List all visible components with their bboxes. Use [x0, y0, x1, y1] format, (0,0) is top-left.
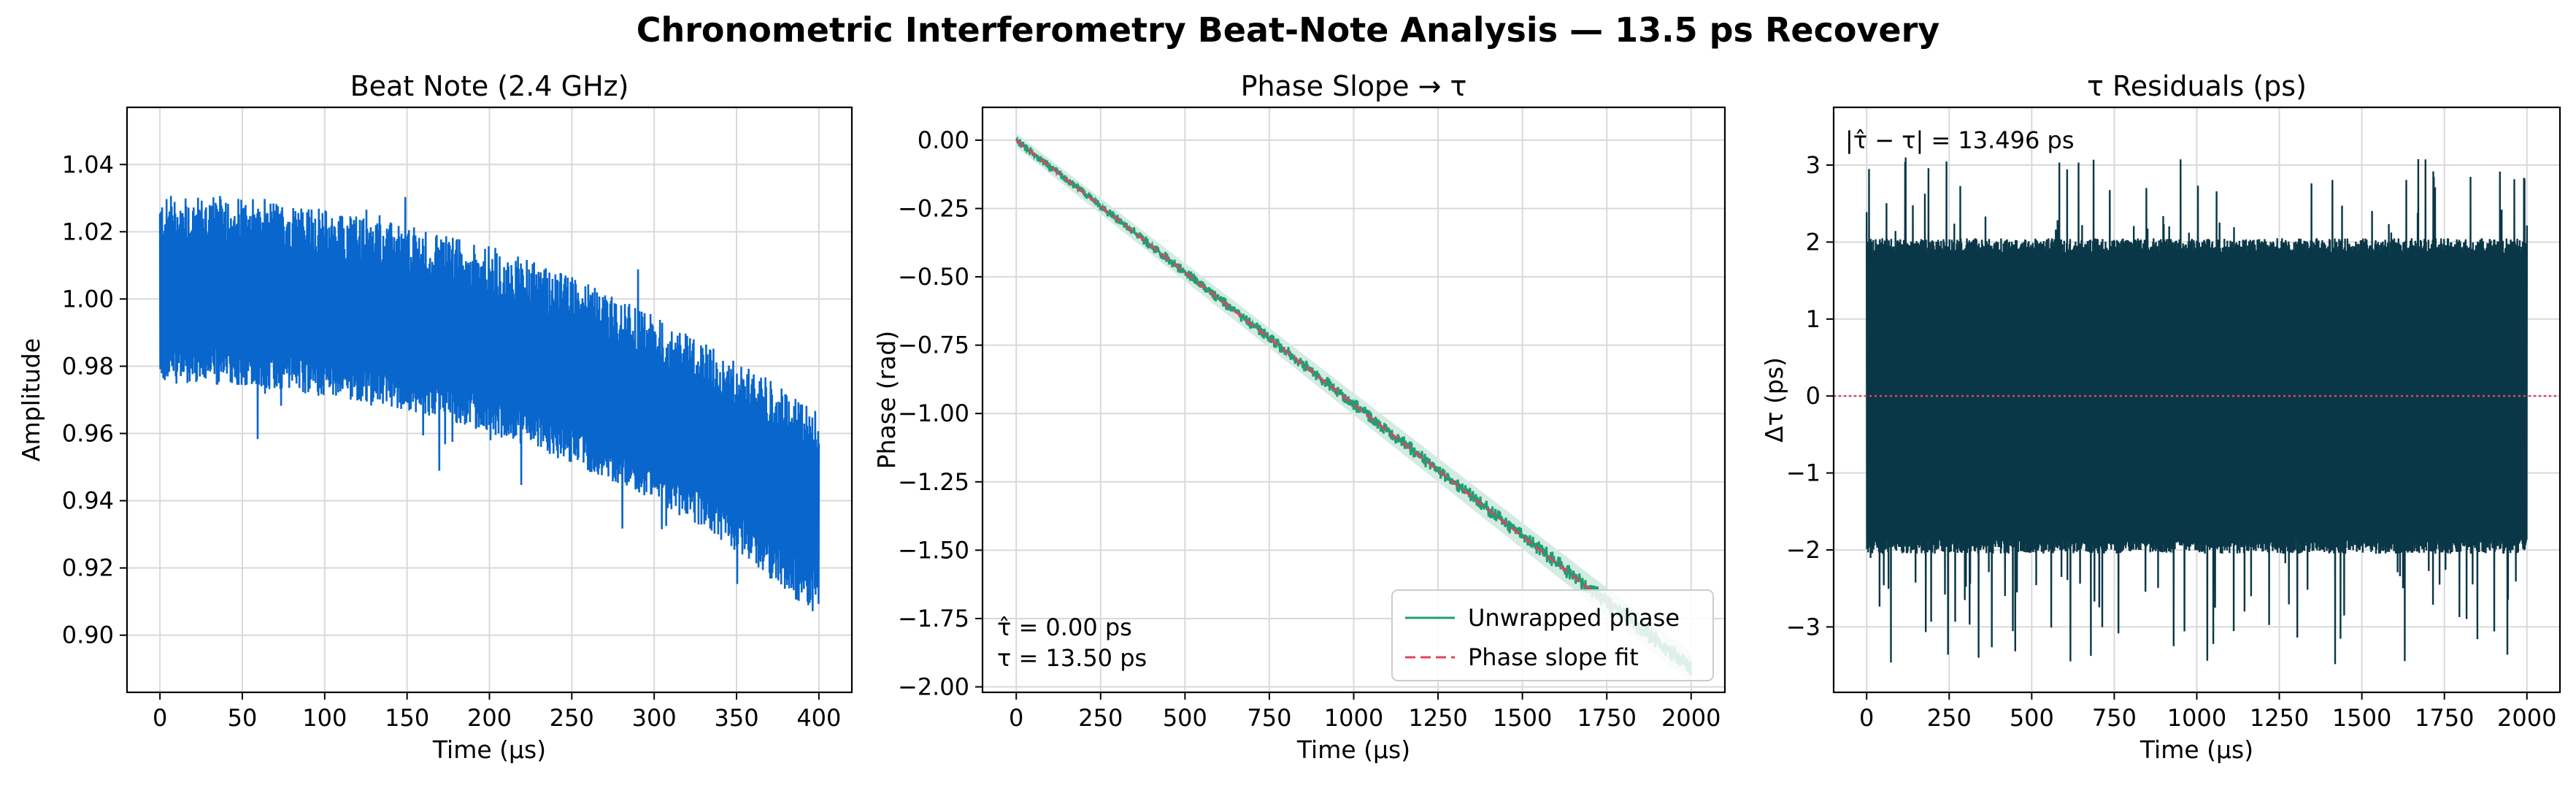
y-tick-label: 1.02 [62, 218, 114, 245]
x-tick-label: 750 [1247, 704, 1291, 732]
x-tick-label: 100 [302, 704, 347, 732]
y-tick-label: 1.00 [62, 285, 114, 313]
y-tick-label: 0.00 [918, 126, 969, 154]
x-tick-label: 250 [1927, 704, 1972, 732]
y-tick-label: −1.00 [898, 399, 969, 427]
panel-title: τ Residuals (ps) [2087, 70, 2307, 102]
beat-note-panel: 0 50 100 150 200 250 300 350 400 0.90 0.92 0.94 0.96… [17, 70, 853, 764]
y-tick-label: 1.04 [62, 150, 114, 178]
panel-title: Beat Note (2.4 GHz) [350, 70, 629, 102]
x-tick-label: 1250 [2250, 704, 2309, 732]
x-axis-label: Time (µs) [2139, 735, 2253, 764]
x-tick-label: 250 [1078, 704, 1123, 732]
x-tick-label: 350 [714, 704, 758, 732]
tau-error-annotation: |τ̂ − τ| = 13.496 ps [1845, 126, 2075, 154]
y-tick-label: −1.50 [898, 536, 969, 564]
x-tick-label: 200 [467, 704, 512, 732]
legend-label: Phase slope fit [1468, 643, 1639, 671]
y-tick-label: −1.25 [898, 468, 969, 496]
y-tick-label: −1.75 [898, 605, 969, 632]
y-tick-label: −3 [1786, 613, 1820, 640]
x-tick-label: 300 [632, 704, 677, 732]
x-tick-label: 0 [1859, 704, 1874, 732]
tau-hat-annotation: τ̂ = 0.00 ps [997, 613, 1132, 641]
plot-area [1015, 133, 1693, 683]
x-tick-label: 0 [153, 704, 167, 732]
x-tick-label: 50 [228, 704, 258, 732]
tau-residuals-panel: 0 250 500 750 1000 1250 1500 1750 2000 −3 −2 −1 0 1 2 3… [1760, 70, 2561, 764]
x-tick-label: 1750 [2415, 704, 2474, 732]
y-tick-label: 2 [1806, 228, 1820, 256]
y-tick-label: 0 [1806, 382, 1820, 410]
y-tick-label: 0.98 [62, 352, 114, 380]
x-tick-label: 2000 [1661, 704, 1720, 732]
x-tick-label: 500 [1163, 704, 1207, 732]
x-tick-label: 1750 [1577, 704, 1636, 732]
x-tick-label: 1000 [1324, 704, 1383, 732]
x-tick-label: 500 [2010, 704, 2054, 732]
tau-true-annotation: τ = 13.50 ps [997, 644, 1147, 672]
figure-title: Chronometric Interferometry Beat-Note An… [636, 10, 1940, 50]
y-tick-label: −1 [1786, 459, 1820, 487]
y-tick-label: 1 [1806, 305, 1820, 333]
x-tick-label: 1250 [1408, 704, 1467, 732]
y-tick-label: 0.90 [62, 621, 114, 649]
plot-area [158, 196, 820, 611]
phase-slope-fit-line [1015, 139, 1618, 611]
plot-area [1834, 157, 2560, 665]
y-tick-label: −0.50 [898, 263, 969, 291]
y-tick-label: −2.00 [898, 673, 969, 701]
x-tick-label: 2000 [2497, 704, 2556, 732]
y-tick-label: 0.96 [62, 420, 114, 448]
x-tick-label: 250 [550, 704, 594, 732]
x-tick-label: 150 [385, 704, 429, 732]
x-axis-label: Time (µs) [432, 735, 546, 764]
x-tick-label: 0 [1009, 704, 1023, 732]
y-tick-label: 3 [1806, 151, 1820, 179]
y-axis-label: Phase (rad) [872, 331, 901, 470]
x-tick-label: 1500 [1493, 704, 1552, 732]
y-axis-label: Amplitude [17, 338, 45, 462]
y-tick-label: 0.92 [62, 554, 114, 582]
x-tick-label: 750 [2092, 704, 2137, 732]
beat-note-line [158, 196, 820, 611]
y-tick-label: −0.25 [898, 194, 969, 222]
y-tick-label: −2 [1786, 536, 1820, 564]
x-tick-label: 400 [796, 704, 841, 732]
y-tick-label: −0.75 [898, 332, 969, 359]
legend-box [1391, 589, 1714, 681]
x-axis-label: Time (µs) [1296, 735, 1410, 764]
residual-line [1866, 157, 2528, 665]
legend-label: Unwrapped phase [1468, 604, 1680, 632]
y-axis-label: Δτ (ps) [1760, 357, 1788, 443]
panel-title: Phase Slope → τ [1241, 70, 1467, 102]
x-tick-label: 1000 [2167, 704, 2226, 732]
x-tick-label: 1500 [2332, 704, 2391, 732]
phase-slope-panel: 0 250 500 750 1000 1250 1500 1750 2000 −2.00 −1.75… [872, 70, 1726, 764]
y-tick-label: 0.94 [62, 487, 114, 515]
